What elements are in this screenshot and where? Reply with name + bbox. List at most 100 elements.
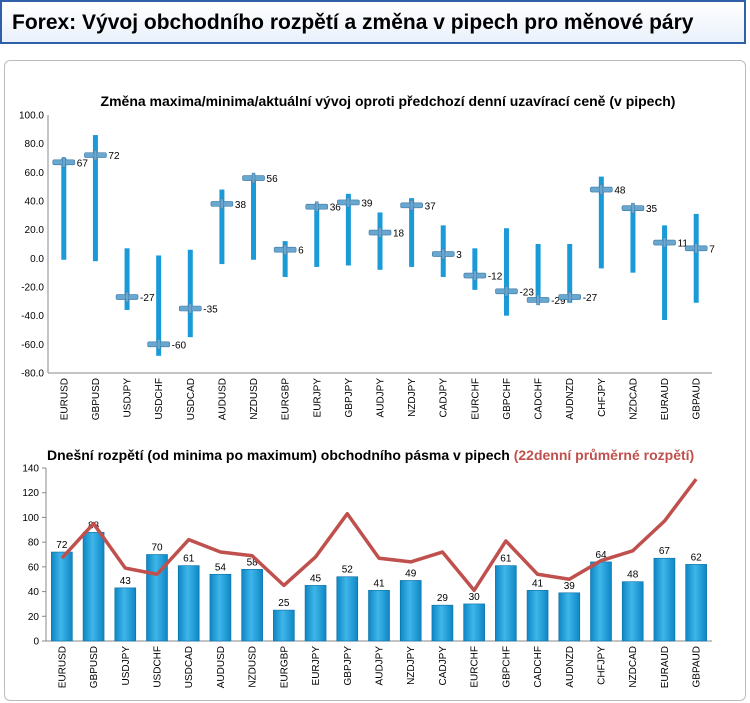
chart1-current-marker-stem [694, 243, 698, 254]
chart1-data-label: 72 [108, 151, 120, 162]
chart1-range-bar [251, 176, 257, 260]
chart1-current-marker-stem [156, 339, 161, 350]
chart1-category-label: CADJPY [439, 378, 450, 418]
chart2-bar [336, 576, 359, 642]
chart1-tick-label: -60.0 [21, 340, 44, 351]
chart2-category-label: NZDJPY [406, 646, 417, 685]
chart1-data-label: -35 [203, 305, 218, 316]
chart2-data-label: 54 [215, 562, 227, 573]
chart2-tick-label: 120 [22, 488, 39, 499]
chart1-current-marker-stem [220, 198, 224, 210]
chart1-category-label: GBPAUD [692, 378, 703, 420]
chart1-data-label: 39 [361, 198, 373, 209]
chart2-bar [653, 557, 676, 642]
chart2-category-label: EURAUD [660, 646, 671, 688]
chart1-data-label: -23 [519, 287, 534, 298]
chart1-current-marker-stem [567, 291, 572, 303]
chart1-title: Změna maxima/minima/aktuální vývoj oprot… [101, 93, 676, 109]
chart1-range-bar [567, 244, 573, 303]
chart1-category-label: AUDUSD [217, 378, 228, 420]
chart2-data-label: 61 [183, 554, 195, 565]
chart2-bar [558, 592, 581, 642]
chart1-range-bar [61, 158, 67, 260]
chart1-category-label: NZDUSD [249, 378, 260, 420]
chart1-data-label: 7 [709, 244, 715, 255]
chart2-data-label: 49 [405, 568, 417, 579]
chart1-data-label: 3 [456, 250, 462, 261]
chart2-category-label: EURCHF [470, 646, 481, 688]
chart1-category-label: EURCHF [470, 378, 481, 420]
chart1-category-label: EURGBP [281, 378, 292, 421]
chart1-current-marker-stem [283, 244, 287, 255]
chart2-data-label: 52 [342, 565, 354, 576]
chart2-category-label: NZDCAD [628, 646, 639, 688]
chart1-data-label: -60 [172, 340, 187, 351]
chart1-current-marker-stem [125, 291, 129, 303]
chart2-data-label: 72 [56, 540, 68, 551]
chart2-category-label: EURJPY [311, 646, 322, 686]
chart2-category-label: AUDJPY [375, 646, 386, 686]
chart2-data-label: 61 [500, 554, 512, 565]
chart1-range-bar [472, 248, 478, 290]
chart2-data-label: 45 [310, 573, 322, 584]
chart2-bar [463, 603, 485, 642]
chart2-category-label: GBPJPY [343, 646, 354, 686]
chart2-data-label: 41 [373, 578, 385, 589]
chart1-current-marker-stem [599, 184, 604, 195]
chart2-tick-label: 40 [28, 587, 40, 598]
chart2-category-label: EURGBP [279, 646, 290, 689]
chart1-range-bar [314, 203, 320, 267]
chart2-bar [273, 609, 295, 642]
chart2-tick-label: 100 [22, 513, 39, 524]
chart1-current-marker-stem [62, 157, 66, 168]
chart1-range-bar [377, 212, 383, 270]
chart1-range-bar [693, 213, 699, 303]
chart2-bar [304, 585, 327, 642]
chart1-category-label: GBPJPY [344, 378, 355, 418]
chart1-category-label: EURAUD [660, 378, 671, 420]
chart1-range-bar [219, 189, 225, 265]
chart1-tick-label: 60.0 [25, 168, 45, 179]
chart2-tick-label: 0 [33, 637, 39, 648]
chart1-range-bar [598, 176, 604, 269]
chart2-data-label: 67 [659, 546, 671, 557]
chart1-data-label: 18 [393, 229, 405, 240]
chart1-category-label: USDJPY [123, 378, 134, 418]
chart1-current-marker-stem [631, 202, 635, 214]
chart1-tick-label: 40.0 [25, 197, 45, 208]
chart1-tick-label: 20.0 [25, 225, 45, 236]
chart1-current-marker-stem [93, 149, 98, 161]
chart2-category-label: USDCHF [153, 646, 164, 688]
chart2-bar [621, 581, 644, 642]
chart1-tick-label: 80.0 [25, 139, 45, 150]
chart1-range-bar [187, 249, 193, 338]
chart2-tick-label: 20 [28, 612, 40, 623]
chart1-data-label: 11 [678, 239, 689, 250]
chart1-data-label: 36 [330, 203, 342, 214]
chart1-data-label: 37 [425, 201, 437, 212]
chart2-data-label: 39 [564, 581, 576, 592]
chart1-data-label: 38 [235, 200, 247, 211]
chart1-tick-label: -40.0 [21, 311, 44, 322]
chart1-category-label: EURUSD [59, 378, 70, 420]
chart1-category-label: USDCHF [154, 378, 165, 420]
chart2-category-label: GBPAUD [692, 646, 703, 688]
chart2-category-label: AUDUSD [216, 646, 227, 688]
chart1-category-label: EURJPY [312, 378, 323, 418]
chart1-category-label: AUDJPY [376, 378, 387, 418]
chart2-category-label: AUDNZD [565, 646, 576, 688]
chart2-title-main: Dnešní rozpětí (od minima po maximum) ob… [47, 447, 514, 463]
chart2-data-label: 30 [469, 592, 481, 603]
chart1-range-bar [630, 205, 636, 273]
chart2-bar [146, 554, 168, 642]
chart1-data-label: 6 [298, 246, 304, 257]
chart2-tick-label: 80 [28, 538, 40, 549]
chart1-category-label: GBPUSD [91, 378, 102, 420]
chart1-current-marker-stem [473, 270, 477, 281]
chart1-data-label: 67 [77, 158, 89, 169]
chart1-tick-label: -80.0 [21, 369, 44, 380]
chart1-current-marker-stem [662, 237, 667, 248]
chart2-tick-label: 60 [28, 562, 40, 573]
chart2-bar [431, 604, 454, 642]
chart2-category-label: NZDUSD [248, 646, 259, 688]
